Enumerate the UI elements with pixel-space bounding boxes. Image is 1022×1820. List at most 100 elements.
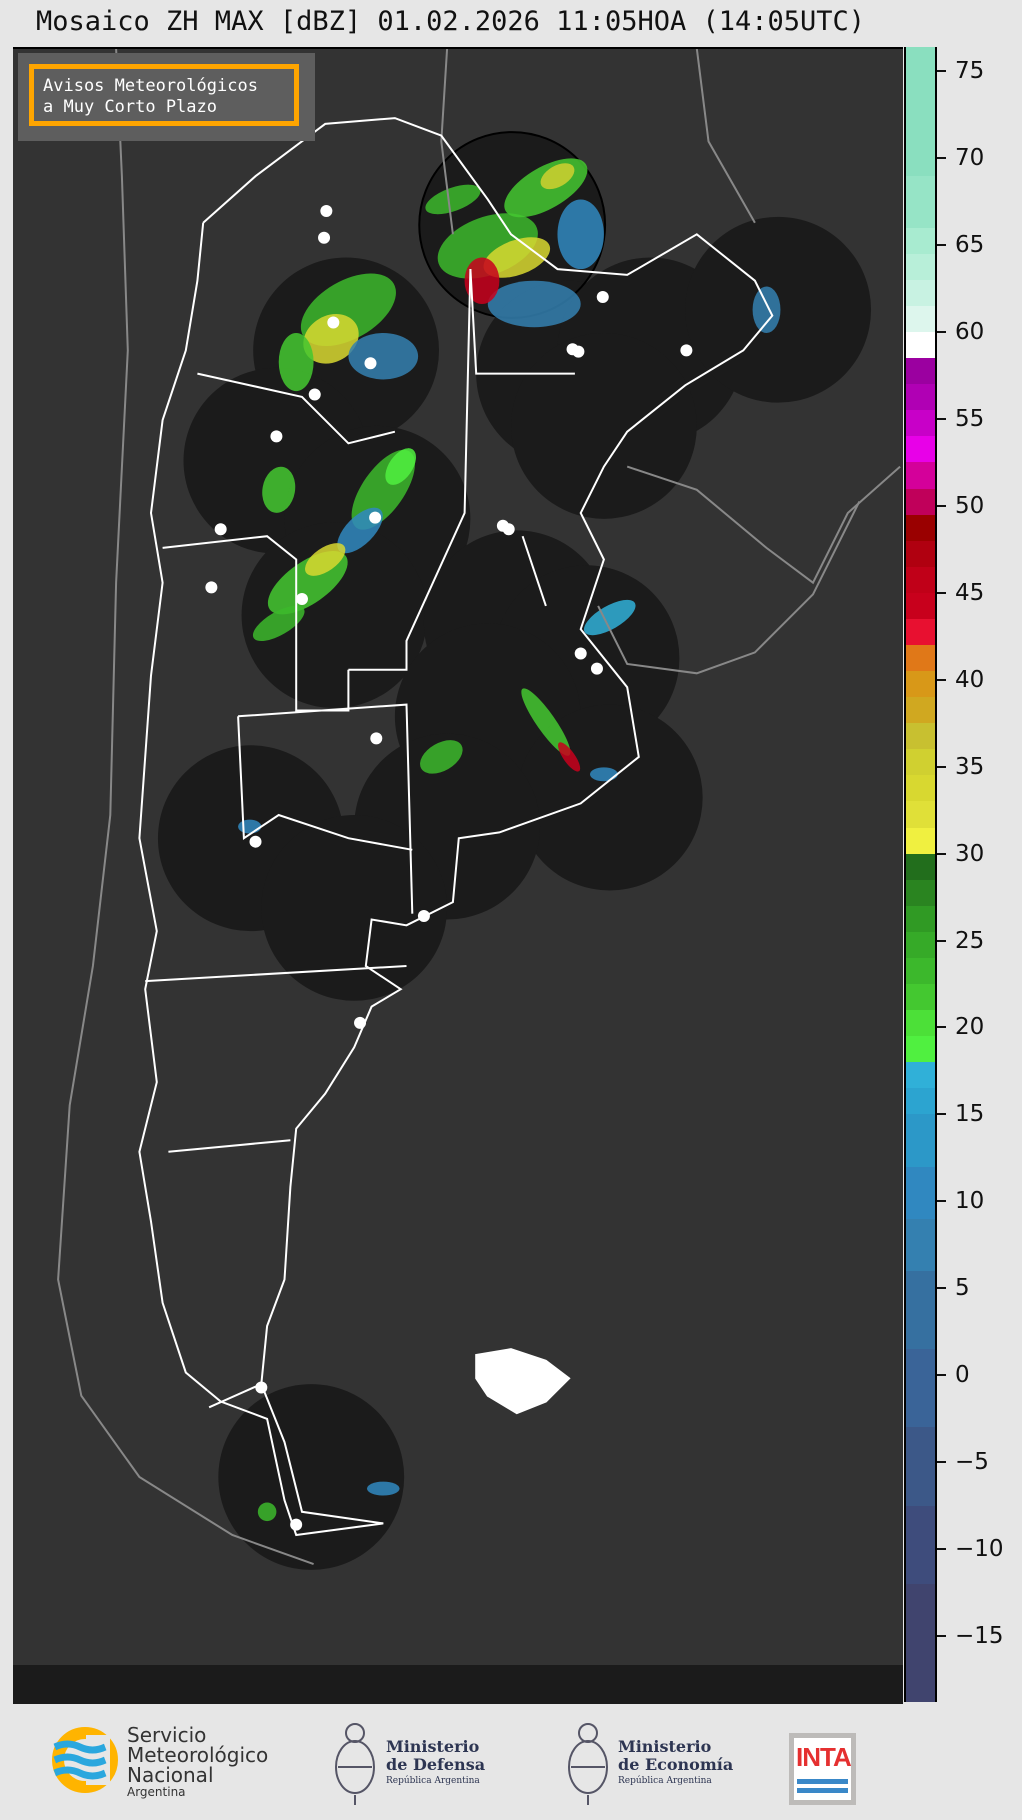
colorbar-bin [906,1010,935,1037]
colorbar-tick-label: 30 [955,840,985,867]
radar-echo [425,184,481,215]
footer-logos: Servicio Meteorológico Nacional Argentin… [0,1705,1022,1820]
radar-echo [303,313,359,364]
colorbar-tick-label: 55 [955,406,985,433]
colorbar-bin [906,697,935,724]
economia-line-1: Ministerio [618,1737,712,1756]
radar-site-dot [680,344,693,357]
colorbar-bin [906,671,935,698]
radar-site-dot [318,231,331,244]
colorbar-tick [937,1634,946,1637]
coastline [695,48,756,224]
colorbar-tick [937,678,946,681]
colorbar-bin [906,279,935,307]
radar-echo [420,740,463,774]
colorbar-tick-label: −15 [955,1622,1004,1649]
colorbar-tick-label: 5 [955,1275,970,1302]
radar-site-dot [596,290,609,303]
colorbar-tick-label: 75 [955,58,985,85]
footer-graphics [52,1723,856,1805]
radar-sites-layer [205,205,693,1531]
colorbar-tick-label: 20 [955,1014,985,1041]
radar-site-dot [295,592,308,605]
colorbar-bin [906,879,935,907]
colorbar-tick-label: 25 [955,927,985,954]
colorbar-tick [937,1026,946,1029]
colorbar-bin [906,410,935,437]
radar-site-dot [205,581,218,594]
economia-escudo-icon [568,1723,608,1805]
colorbar-bin [906,488,935,516]
colorbar-bin [906,1427,935,1507]
colorbar-tick-label: 45 [955,579,985,606]
colorbar-tick-label: 10 [955,1188,985,1215]
radar-echo [521,688,571,756]
province-border [162,535,350,712]
colorbar-bin [906,1114,935,1168]
colorbar-tick-label: −10 [955,1536,1004,1563]
radar-mosaic-map[interactable] [13,47,903,1705]
radar-coverage-circle [511,332,697,519]
colorbar-bin [906,253,935,281]
colorbar-tick-label: 50 [955,492,985,519]
radar-coverage-layer [157,131,872,1570]
colorbar-bin [906,645,935,672]
radar-echo [367,1481,400,1496]
defensa-line-3: República Argentina [386,1776,480,1786]
inta-logo-icon [789,1733,856,1805]
smn-line-4: Argentina [127,1785,186,1799]
radar-echo-layer [238,158,781,1522]
radar-echo [238,819,262,834]
radar-site-dot [270,430,283,443]
colorbar-bin [906,931,935,959]
colorbar-bin [906,1088,935,1115]
colorbar-tick [937,418,946,421]
radar-echo [464,257,500,304]
radar-echo [557,199,604,270]
radar-coverage-circle [241,522,428,709]
defensa-line-1: Ministerio [386,1737,480,1756]
colorbar-bin [906,723,935,750]
colorbar-tick [937,1548,946,1551]
colorbar-bin [906,592,935,620]
colorbar-tick [937,765,946,768]
colorbar-tick-label: 60 [955,319,985,346]
colorbar-tick [937,157,946,160]
radar-echo [305,543,346,576]
colorbar-bin [906,801,935,829]
radar-echo [252,605,305,642]
province-border [238,703,414,914]
colorbar-bin [906,827,935,855]
province-border [168,1139,291,1153]
radar-site-dot [320,205,333,218]
colorbar-tick [937,331,946,334]
province-border [521,535,547,607]
province-border [237,716,413,851]
falkland-islands [475,1348,571,1415]
coastline [440,48,454,235]
colorbar-tick [937,591,946,594]
legend-label: Avisos Meteorológicos a Muy Corto Plazo [29,64,299,126]
colorbar-tick [937,504,946,507]
colorbar-bin [906,514,935,542]
radar-echo [262,466,296,513]
radar-echo [257,1502,277,1522]
colorbar-bin [906,957,935,985]
radar-coverage-circle [218,1384,405,1570]
colorbar-tick-label: 15 [955,1101,985,1128]
defensa-escudo-icon [335,1723,375,1805]
province-border [197,372,396,445]
coastline [57,48,314,1566]
radar-echo [752,286,781,333]
colorbar-tick [937,1461,946,1464]
colorbar-bin [906,984,935,1011]
radar-site-dot [369,511,382,524]
radar-site-dot [255,1381,268,1394]
colorbar-bin [906,566,935,594]
map-canvas [13,48,903,1705]
smn-line-3: Nacional [127,1763,214,1787]
radar-site-dot [214,523,227,536]
province-border [469,269,575,375]
radar-echo [589,767,618,782]
economia-line-2: de Economía [618,1755,734,1774]
